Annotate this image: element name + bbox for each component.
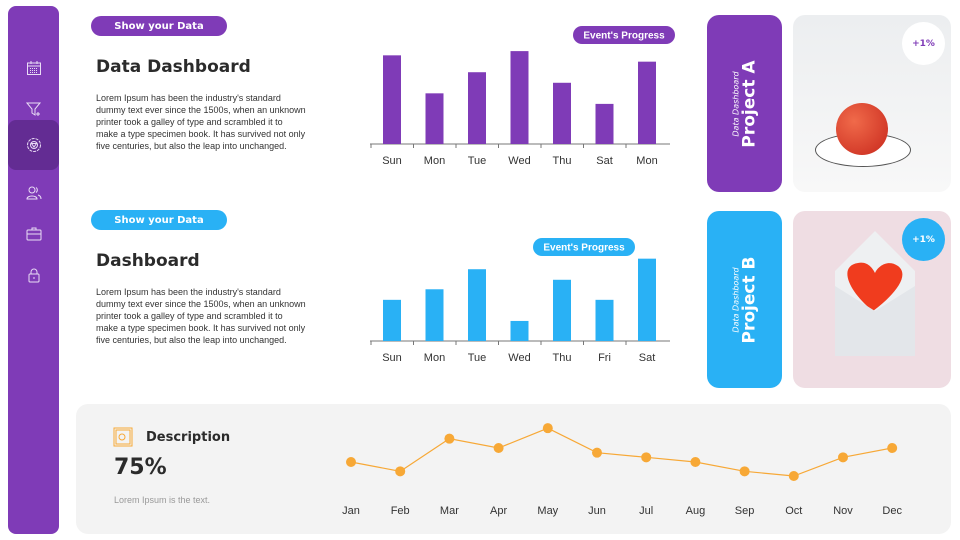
settings-icon bbox=[26, 138, 41, 152]
chart-title: Event's Progress bbox=[583, 31, 665, 42]
month-label: Apr bbox=[490, 505, 507, 517]
point-nov bbox=[838, 452, 848, 463]
project-a-card[interactable]: Data Dashboard Project A bbox=[707, 15, 782, 192]
chart-title: Event's Progress bbox=[543, 243, 625, 254]
bar-tue bbox=[468, 269, 486, 341]
bar-wed bbox=[510, 320, 529, 341]
chart-title-pill bbox=[573, 26, 675, 44]
month-label: Feb bbox=[391, 505, 410, 517]
point-apr bbox=[493, 443, 504, 453]
tick-label: Tue bbox=[468, 352, 487, 364]
tick-label: Tue bbox=[468, 155, 487, 167]
tick-label: Sat bbox=[596, 155, 613, 167]
bar-tue bbox=[468, 72, 486, 144]
description-value: 75% bbox=[114, 455, 167, 480]
month-label: Jan bbox=[342, 505, 360, 517]
point-jul bbox=[641, 452, 652, 463]
bar-sun bbox=[383, 55, 401, 145]
sidebar-item-lock[interactable] bbox=[8, 254, 59, 296]
tick-label: Sun bbox=[382, 352, 402, 364]
tick-label: Wed bbox=[508, 155, 530, 167]
point-jan bbox=[346, 457, 356, 467]
tick-label: Mon bbox=[636, 155, 657, 167]
description-text: Lorem Ipsum is the text. bbox=[114, 495, 211, 505]
show-data-pill[interactable]: Show your Data bbox=[91, 210, 227, 230]
pomegranate-photo: +1% bbox=[793, 15, 951, 192]
sidebar-item-filter[interactable] bbox=[8, 88, 59, 130]
month-label: Aug bbox=[686, 505, 706, 517]
bar-fri bbox=[595, 299, 614, 341]
line-series bbox=[350, 427, 893, 477]
sidebar-item-settings[interactable] bbox=[8, 120, 59, 170]
growth-badge: +1% bbox=[902, 22, 945, 65]
bar-sat bbox=[595, 103, 614, 144]
show-data-pill[interactable]: Show your Data bbox=[91, 16, 227, 36]
tick-label: Mon bbox=[424, 352, 445, 364]
month-label: Oct bbox=[785, 505, 802, 517]
month-label: Jun bbox=[588, 505, 606, 517]
point-may bbox=[542, 423, 553, 434]
section-body: Lorem Ipsum has been the industry's stan… bbox=[96, 287, 306, 345]
section-title: Data Dashboard bbox=[96, 57, 251, 77]
bar-chart-purple: Event's Progress Sun Mon Tue Wed Thu Sat Mon bbox=[370, 26, 675, 167]
users-icon bbox=[25, 186, 41, 200]
bar-sat bbox=[638, 258, 656, 341]
filter-add-icon bbox=[25, 102, 41, 116]
briefcase-icon bbox=[26, 227, 41, 241]
tick-label: Thu bbox=[553, 352, 572, 364]
bar-thu bbox=[553, 279, 571, 341]
point-jun bbox=[592, 447, 602, 458]
section-title: Dashboard bbox=[96, 251, 200, 271]
project-b-card[interactable]: Data Dashboard Project B bbox=[707, 211, 782, 388]
bar-sun bbox=[383, 299, 401, 341]
growth-badge: +1% bbox=[902, 218, 945, 261]
sidebar-item-calendar[interactable] bbox=[8, 47, 59, 89]
point-dec bbox=[887, 443, 898, 453]
bar-thu bbox=[553, 82, 571, 144]
month-label: Dec bbox=[882, 505, 902, 517]
point-aug bbox=[690, 457, 701, 467]
bar-mon bbox=[638, 61, 656, 144]
sidebar-item-briefcase[interactable] bbox=[8, 213, 59, 255]
month-label: Sep bbox=[735, 505, 755, 517]
tick-label: Sat bbox=[639, 352, 656, 364]
point-mar bbox=[444, 433, 455, 444]
month-label: Mar bbox=[440, 505, 459, 517]
sidebar-item-users[interactable] bbox=[8, 172, 59, 214]
point-sep bbox=[739, 466, 750, 477]
envelope-heart bbox=[835, 231, 915, 356]
bar-wed bbox=[510, 51, 529, 144]
project-name: Project A bbox=[739, 59, 759, 148]
sidebar bbox=[8, 6, 59, 534]
section-body: Lorem Ipsum has been the industry's stan… bbox=[96, 93, 306, 151]
bar-mon bbox=[425, 289, 444, 341]
tick-label: Sun bbox=[382, 155, 402, 167]
lock-icon bbox=[28, 268, 39, 283]
description-title: Description bbox=[146, 430, 231, 445]
line-chart: Jan Feb Mar Apr May Jun Jul Aug Sep Oct Nov Dec bbox=[342, 423, 902, 517]
tick-label: Mon bbox=[424, 155, 445, 167]
bar-mon bbox=[425, 93, 444, 144]
month-label: May bbox=[537, 505, 558, 517]
point-feb bbox=[395, 466, 406, 477]
tick-label: Wed bbox=[508, 352, 530, 364]
calendar-icon bbox=[26, 61, 41, 75]
point-oct bbox=[788, 471, 799, 481]
safe-icon bbox=[113, 427, 133, 447]
description-panel: Description 75% Lorem Ipsum is the text. bbox=[76, 404, 951, 534]
project-name: Project B bbox=[739, 256, 759, 343]
tick-label: Fri bbox=[598, 352, 611, 364]
envelope-photo: +1% bbox=[793, 211, 951, 388]
chart-title-pill bbox=[533, 238, 635, 256]
month-label: Nov bbox=[833, 505, 853, 517]
month-label: Jul bbox=[639, 505, 653, 517]
bar-chart-blue: Event's Progress Sun Mon Tue Wed Thu Fri Sat bbox=[370, 238, 670, 364]
pomegranate bbox=[836, 103, 888, 155]
tick-label: Thu bbox=[553, 155, 572, 167]
